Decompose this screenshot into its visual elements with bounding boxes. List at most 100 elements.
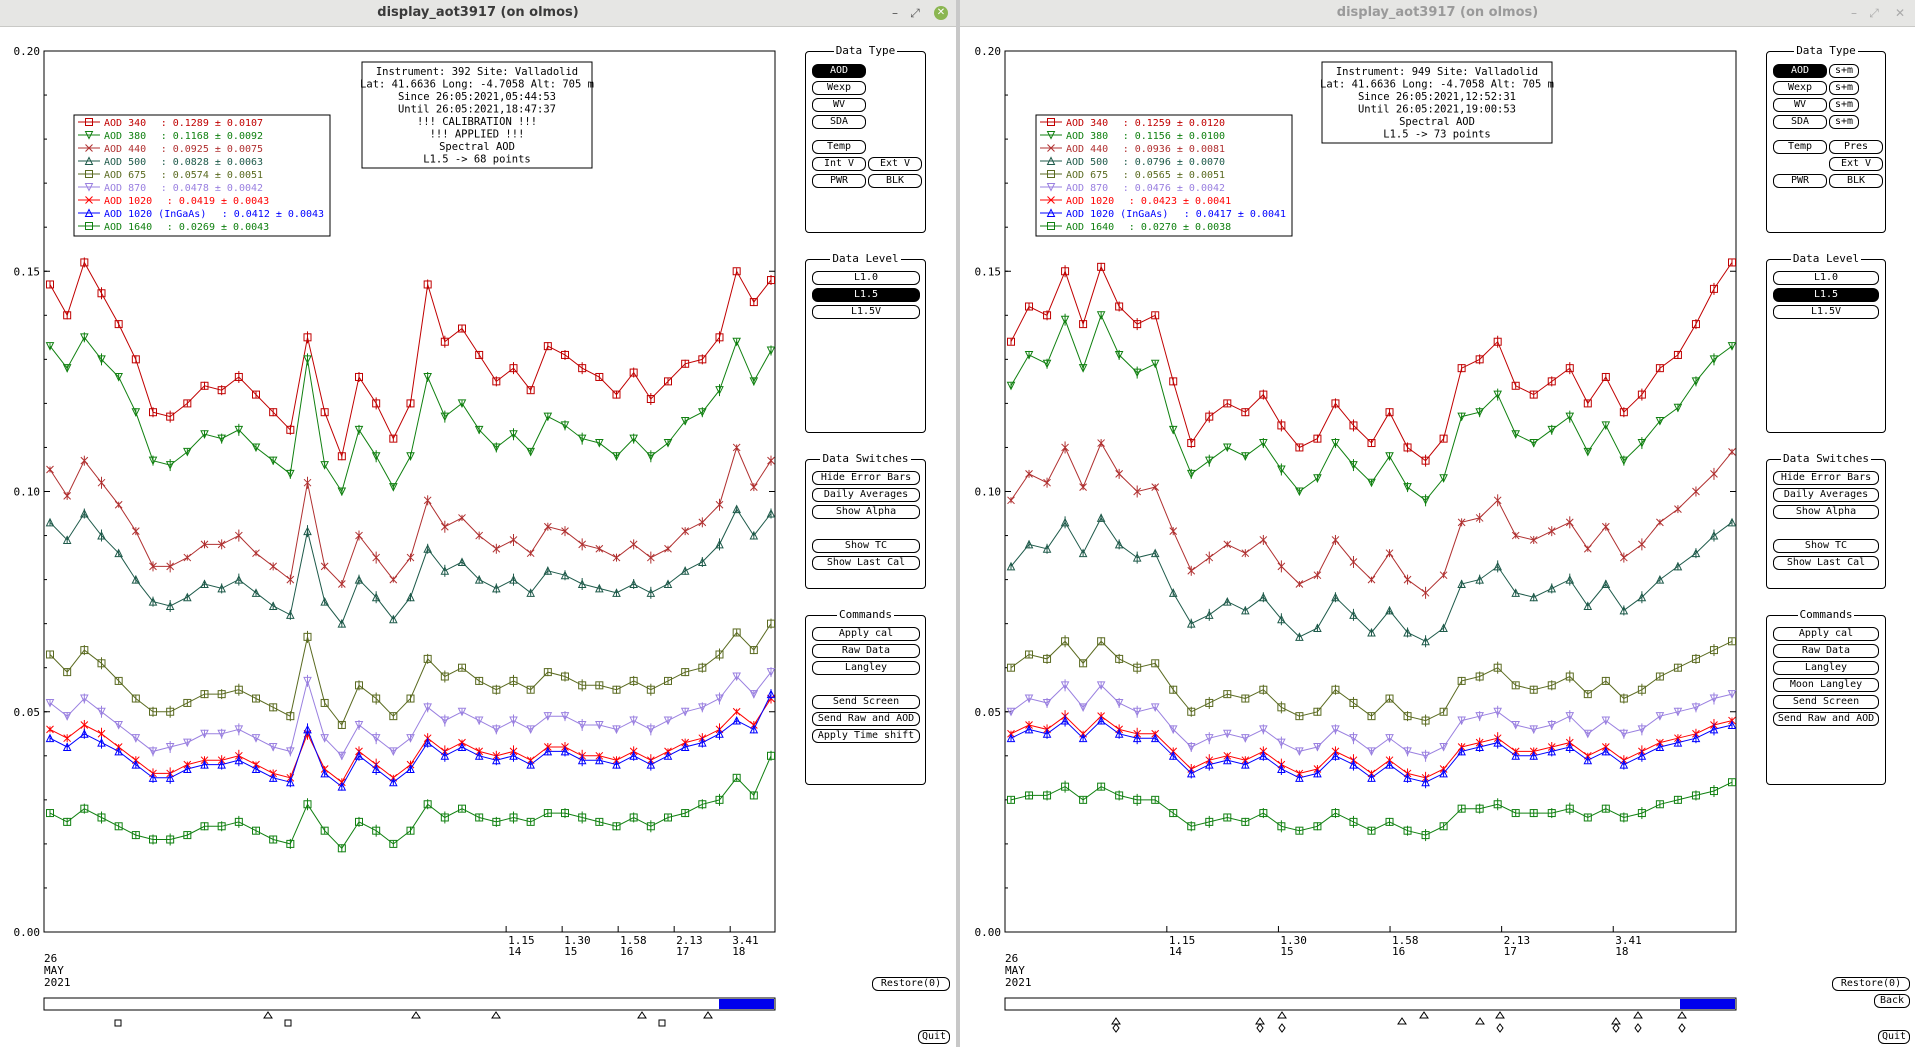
- right-temp-button[interactable]: Temp: [1773, 140, 1827, 154]
- right-send-raw-and-aod-button[interactable]: Send Raw and AOD: [1773, 712, 1879, 726]
- right-pres-button[interactable]: Pres: [1829, 140, 1883, 154]
- left-raw-data-button[interactable]: Raw Data: [812, 644, 920, 658]
- left-data-point: [629, 540, 638, 549]
- left-int-v-button[interactable]: Int V: [812, 157, 866, 171]
- right-l15-button[interactable]: L1.5: [1773, 288, 1879, 302]
- right-wv-sm-button[interactable]: s+m: [1829, 98, 1859, 112]
- right-l10-button[interactable]: L1.0: [1773, 271, 1879, 285]
- right-data-point: [1367, 773, 1376, 782]
- left-sda-button[interactable]: SDA: [812, 115, 866, 129]
- left-langley-button[interactable]: Langley: [812, 661, 920, 675]
- right-sda-sm-button[interactable]: s+m: [1829, 115, 1859, 129]
- left-data-point: [286, 469, 295, 479]
- right-aod-button[interactable]: AOD: [1773, 64, 1827, 78]
- left-scrollbar-thumb: [719, 999, 774, 1009]
- right-langley-button[interactable]: Langley: [1773, 661, 1879, 675]
- right-blk-button[interactable]: BLK: [1829, 174, 1883, 188]
- minimize-icon[interactable]: –: [892, 6, 898, 20]
- left-show-last-cal-button[interactable]: Show Last Cal: [812, 556, 920, 570]
- left-temp-button[interactable]: Temp: [812, 140, 866, 154]
- close-icon[interactable]: ✕: [1894, 6, 1906, 20]
- left-data-point: [526, 386, 535, 395]
- right-data-point: [1655, 672, 1664, 681]
- right-back-button[interactable]: Back: [1874, 994, 1910, 1008]
- right-data-point: [1673, 663, 1682, 672]
- right-data-point: [1024, 694, 1034, 704]
- left-data-point: [646, 588, 656, 597]
- left-data-point: [372, 399, 381, 408]
- left-data-point: [766, 508, 776, 518]
- left-send-screen-button[interactable]: Send Screen: [812, 695, 920, 709]
- right-hide-error-bars-button[interactable]: Hide Error Bars: [1773, 471, 1879, 485]
- left-wv-button[interactable]: WV: [812, 98, 866, 112]
- right-data-point: [1439, 474, 1448, 483]
- right-data-point: [1439, 707, 1448, 716]
- right-show-last-cal-button[interactable]: Show Last Cal: [1773, 556, 1879, 570]
- right-data-point: [1619, 605, 1629, 615]
- close-icon[interactable]: ✕: [934, 6, 948, 20]
- left-titlebar[interactable]: display_aot3917 (on olmos) – ⤢ ✕: [0, 0, 956, 27]
- left-blk-button[interactable]: BLK: [868, 174, 922, 188]
- right-date-label: 26: [1005, 952, 1018, 965]
- left-data-point: [286, 712, 295, 721]
- minimize-icon[interactable]: –: [1851, 6, 1857, 20]
- right-data-point: [1565, 412, 1575, 422]
- right-titlebar[interactable]: display_aot3917 (on olmos) – ⤢ ✕: [960, 0, 1915, 27]
- maximize-icon[interactable]: ⤢: [1869, 6, 1879, 20]
- left-apply-time-shift-button[interactable]: Apply Time shift: [812, 729, 920, 743]
- right-show-alpha-button[interactable]: Show Alpha: [1773, 505, 1879, 519]
- right-l15v-button[interactable]: L1.5V: [1773, 305, 1879, 319]
- right-data-point: [1295, 487, 1304, 497]
- right-wv-button[interactable]: WV: [1773, 98, 1827, 112]
- right-data-point: [1529, 809, 1538, 818]
- left-quit-button[interactable]: Quit: [918, 1030, 950, 1044]
- left-ext-v-button[interactable]: Ext V: [868, 157, 922, 171]
- right-data-point: [1061, 637, 1070, 646]
- right-aod-sm-button[interactable]: s+m: [1829, 64, 1859, 78]
- left-l15v-button[interactable]: L1.5V: [812, 305, 920, 319]
- right-sda-button[interactable]: SDA: [1773, 115, 1827, 129]
- left-pwr-button[interactable]: PWR: [812, 174, 866, 188]
- left-daily-averages-button[interactable]: Daily Averages: [812, 488, 920, 502]
- right-wexp-sm-button[interactable]: s+m: [1829, 81, 1859, 95]
- right-data-point: [1565, 518, 1574, 527]
- right-restore-button[interactable]: Restore(0): [1832, 977, 1910, 991]
- right-moon-langley-button[interactable]: Moon Langley: [1773, 678, 1879, 692]
- maximize-icon[interactable]: ⤢: [910, 6, 920, 20]
- left-restore-button[interactable]: Restore(0): [872, 977, 950, 991]
- right-quit-button[interactable]: Quit: [1878, 1030, 1910, 1044]
- left-data-point: [698, 703, 707, 712]
- left-data-point: [629, 579, 638, 589]
- left-time-scrollbar: [43, 997, 776, 1011]
- right-apply-cal-button[interactable]: Apply cal: [1773, 627, 1879, 641]
- right-data-point: [1674, 505, 1682, 513]
- right-daily-averages-button[interactable]: Daily Averages: [1773, 488, 1879, 502]
- left-show-tc-button[interactable]: Show TC: [812, 539, 920, 553]
- right-wexp-button[interactable]: Wexp: [1773, 81, 1827, 95]
- right-raw-data-button[interactable]: Raw Data: [1773, 644, 1879, 658]
- right-ext-v-button[interactable]: Ext V: [1829, 157, 1883, 171]
- left-send-raw-and-aod-button[interactable]: Send Raw and AOD: [812, 712, 920, 726]
- right-event-marker: [1496, 1023, 1504, 1033]
- left-data-point: [252, 549, 260, 558]
- left-data-point: [732, 504, 741, 514]
- left-l10-button[interactable]: L1.0: [812, 271, 920, 285]
- right-data-point: [1079, 795, 1088, 804]
- right-send-screen-button[interactable]: Send Screen: [1773, 695, 1879, 709]
- left-show-alpha-button[interactable]: Show Alpha: [812, 505, 920, 519]
- right-show-tc-button[interactable]: Show TC: [1773, 539, 1879, 553]
- right-info-line: Instrument: 949 Site: Valladolid: [1336, 66, 1538, 78]
- left-wexp-button[interactable]: Wexp: [812, 81, 866, 95]
- left-apply-cal-button[interactable]: Apply cal: [812, 627, 920, 641]
- left-data-point: [252, 390, 260, 399]
- right-pwr-button[interactable]: PWR: [1773, 174, 1827, 188]
- left-data-point: [715, 539, 724, 549]
- right-series-7: [1006, 714, 1737, 789]
- left-l15-button[interactable]: L1.5: [812, 288, 920, 302]
- left-hide-error-bars-button[interactable]: Hide Error Bars: [812, 471, 920, 485]
- left-aod-button[interactable]: AOD: [812, 64, 866, 78]
- left-data-point: [646, 452, 656, 461]
- right-legend-value: : 0.0476 ± 0.0042: [1123, 183, 1225, 194]
